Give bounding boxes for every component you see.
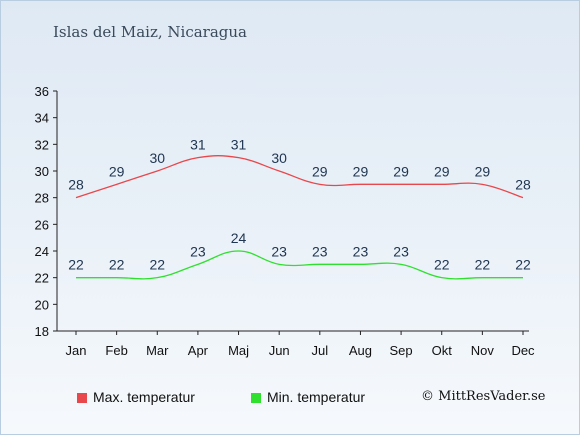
- min-data-label: 23: [353, 243, 369, 259]
- max-data-label: 30: [271, 150, 287, 166]
- max-data-label: 29: [312, 163, 328, 179]
- x-tick-label: Apr: [188, 343, 209, 358]
- min-data-label: 22: [68, 257, 84, 273]
- max-data-label: 30: [149, 150, 165, 166]
- y-tick-label: 32: [35, 137, 49, 152]
- copyright-text: © MittResVader.se: [421, 389, 546, 404]
- chart-title: Islas del Maiz, Nicaragua: [53, 23, 247, 41]
- max-data-label: 29: [393, 163, 409, 179]
- y-tick-label: 20: [35, 297, 49, 312]
- legend-min-label: Min. temperatur: [267, 389, 366, 405]
- min-data-label: 23: [190, 243, 206, 259]
- x-tick-label: Feb: [105, 343, 127, 358]
- min-data-label: 23: [393, 243, 409, 259]
- max-data-label: 31: [190, 137, 206, 153]
- x-tick-label: Maj: [228, 343, 249, 358]
- min-data-label: 23: [312, 243, 328, 259]
- x-tick-label: Mar: [146, 343, 169, 358]
- y-tick-label: 18: [35, 324, 49, 339]
- legend-min: Min. temperatur: [251, 389, 365, 405]
- min-data-label: 23: [271, 243, 287, 259]
- x-tick-label: Dec: [511, 343, 535, 358]
- max-data-label: 29: [434, 163, 450, 179]
- max-data-label: 28: [68, 177, 84, 193]
- x-tick-label: Okt: [432, 343, 453, 358]
- min-data-label: 22: [434, 257, 450, 273]
- x-tick-label: Jul: [312, 343, 329, 358]
- y-tick-label: 28: [35, 191, 49, 206]
- max-temperature-line: [75, 155, 524, 199]
- x-tick-label: Sep: [390, 343, 413, 358]
- min-temperature-line: [75, 250, 523, 280]
- legend-max: Max. temperatur: [77, 389, 195, 405]
- min-data-label: 22: [515, 257, 531, 273]
- legend-min-swatch: [251, 393, 261, 403]
- max-data-label: 29: [109, 163, 125, 179]
- max-data-label: 29: [475, 163, 491, 179]
- x-tick-label: Nov: [471, 343, 495, 358]
- max-data-label: 31: [231, 137, 247, 153]
- x-tick-label: Jun: [269, 343, 290, 358]
- min-data-label: 24: [231, 230, 247, 246]
- min-data-label: 22: [475, 257, 491, 273]
- x-tick-label: Jan: [66, 343, 87, 358]
- legend-max-label: Max. temperatur: [93, 389, 195, 405]
- max-data-label: 28: [515, 177, 531, 193]
- y-tick-label: 24: [35, 244, 49, 259]
- min-data-label: 22: [109, 257, 125, 273]
- y-tick-label: 36: [35, 84, 49, 99]
- y-tick-label: 30: [35, 164, 49, 179]
- legend-max-swatch: [77, 393, 87, 403]
- y-tick-label: 22: [35, 271, 49, 286]
- y-tick-label: 26: [35, 217, 49, 232]
- y-tick-label: 34: [35, 111, 49, 126]
- min-data-label: 22: [149, 257, 165, 273]
- x-tick-label: Aug: [349, 343, 372, 358]
- max-data-label: 29: [353, 163, 369, 179]
